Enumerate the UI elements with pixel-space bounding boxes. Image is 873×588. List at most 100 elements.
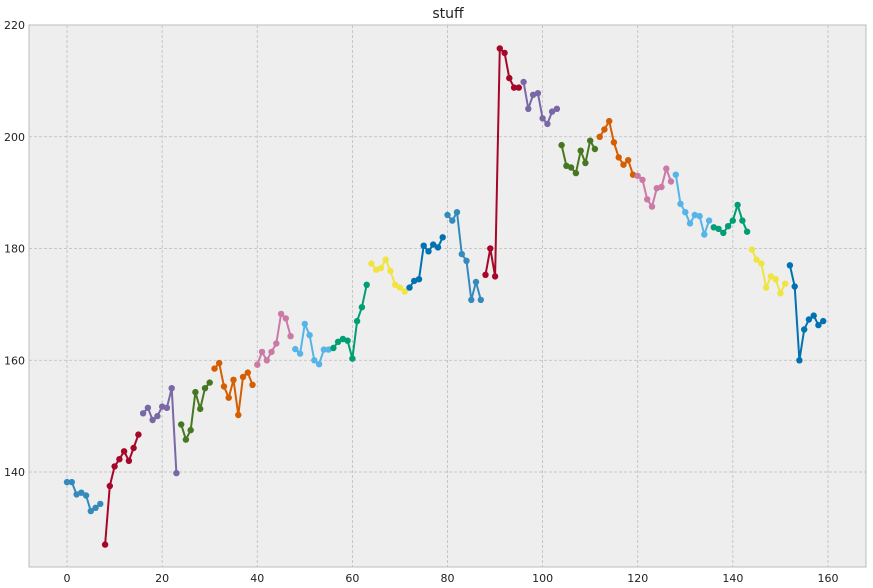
series-12	[520, 78, 561, 128]
data-point	[539, 115, 546, 122]
data-point	[601, 126, 608, 133]
series-10	[444, 209, 484, 304]
data-point	[729, 217, 736, 224]
data-point	[211, 365, 218, 372]
data-point	[801, 326, 808, 333]
x-tick-label: 120	[627, 572, 648, 585]
data-point	[582, 159, 589, 167]
data-point	[724, 223, 732, 230]
data-point	[163, 404, 171, 411]
data-point	[344, 337, 351, 344]
data-point	[230, 376, 237, 383]
series-14	[596, 117, 637, 178]
data-point	[82, 492, 90, 499]
series-11	[482, 45, 522, 280]
data-point	[577, 147, 584, 154]
data-point	[615, 154, 622, 161]
data-point	[667, 178, 675, 185]
data-point	[572, 169, 580, 177]
data-point	[92, 504, 99, 511]
data-point	[315, 361, 323, 368]
data-point	[320, 346, 328, 353]
data-point	[506, 74, 513, 82]
data-point	[301, 320, 308, 328]
data-point	[510, 84, 518, 91]
data-point	[401, 288, 408, 295]
data-point	[648, 203, 656, 210]
data-point	[625, 157, 632, 164]
data-point	[487, 245, 494, 252]
data-point	[468, 296, 475, 304]
data-point	[501, 49, 508, 57]
data-point	[425, 248, 432, 255]
data-point	[720, 229, 727, 237]
data-point	[439, 234, 446, 241]
series-16	[672, 171, 713, 238]
data-point	[396, 284, 404, 291]
data-point	[753, 256, 760, 263]
data-point	[182, 436, 190, 443]
data-point	[544, 120, 551, 128]
data-point	[515, 84, 522, 91]
data-point	[815, 321, 822, 329]
data-point	[254, 361, 261, 368]
series-6	[292, 320, 332, 368]
data-point	[334, 338, 342, 345]
data-point	[192, 388, 199, 396]
data-point	[87, 507, 95, 515]
data-point	[273, 340, 280, 347]
series-9	[406, 234, 446, 291]
series-0	[63, 478, 104, 515]
data-point	[444, 211, 451, 219]
data-point	[658, 183, 665, 191]
data-point	[249, 381, 256, 388]
data-point	[63, 478, 71, 486]
data-point	[472, 278, 480, 286]
data-point	[111, 463, 118, 470]
y-tick-label: 140	[4, 466, 25, 479]
data-point	[634, 172, 641, 180]
data-point	[287, 333, 294, 340]
series-8	[368, 256, 408, 295]
data-point	[420, 242, 427, 249]
data-point	[639, 176, 646, 183]
data-point	[796, 357, 803, 364]
data-point	[358, 304, 366, 311]
data-point	[330, 344, 337, 352]
x-tick-label: 140	[722, 572, 743, 585]
data-point	[743, 228, 751, 235]
data-point	[415, 276, 423, 283]
data-point	[178, 421, 185, 428]
x-tick-label: 60	[345, 572, 359, 585]
data-point	[106, 482, 114, 490]
data-point	[463, 257, 470, 264]
data-point	[701, 231, 708, 238]
data-point	[663, 165, 670, 172]
data-point	[377, 264, 385, 272]
series-15	[634, 165, 675, 210]
data-point	[201, 385, 209, 392]
data-point	[748, 246, 756, 253]
data-point	[677, 200, 684, 207]
data-point	[786, 262, 794, 269]
data-point	[705, 217, 713, 224]
data-point	[116, 456, 123, 463]
data-point	[739, 217, 746, 224]
series-5	[254, 310, 294, 368]
data-point	[187, 426, 194, 434]
data-point	[434, 244, 442, 251]
data-point	[168, 385, 175, 392]
series-17	[710, 201, 751, 237]
series-18	[748, 246, 789, 297]
data-point	[392, 281, 399, 288]
y-tick-label: 160	[4, 354, 25, 367]
data-point	[130, 444, 137, 452]
data-point	[682, 209, 689, 216]
chart-title: stuff	[432, 6, 464, 22]
data-point	[325, 346, 332, 353]
data-point	[206, 379, 213, 386]
data-point	[558, 141, 565, 149]
data-point	[97, 500, 104, 508]
